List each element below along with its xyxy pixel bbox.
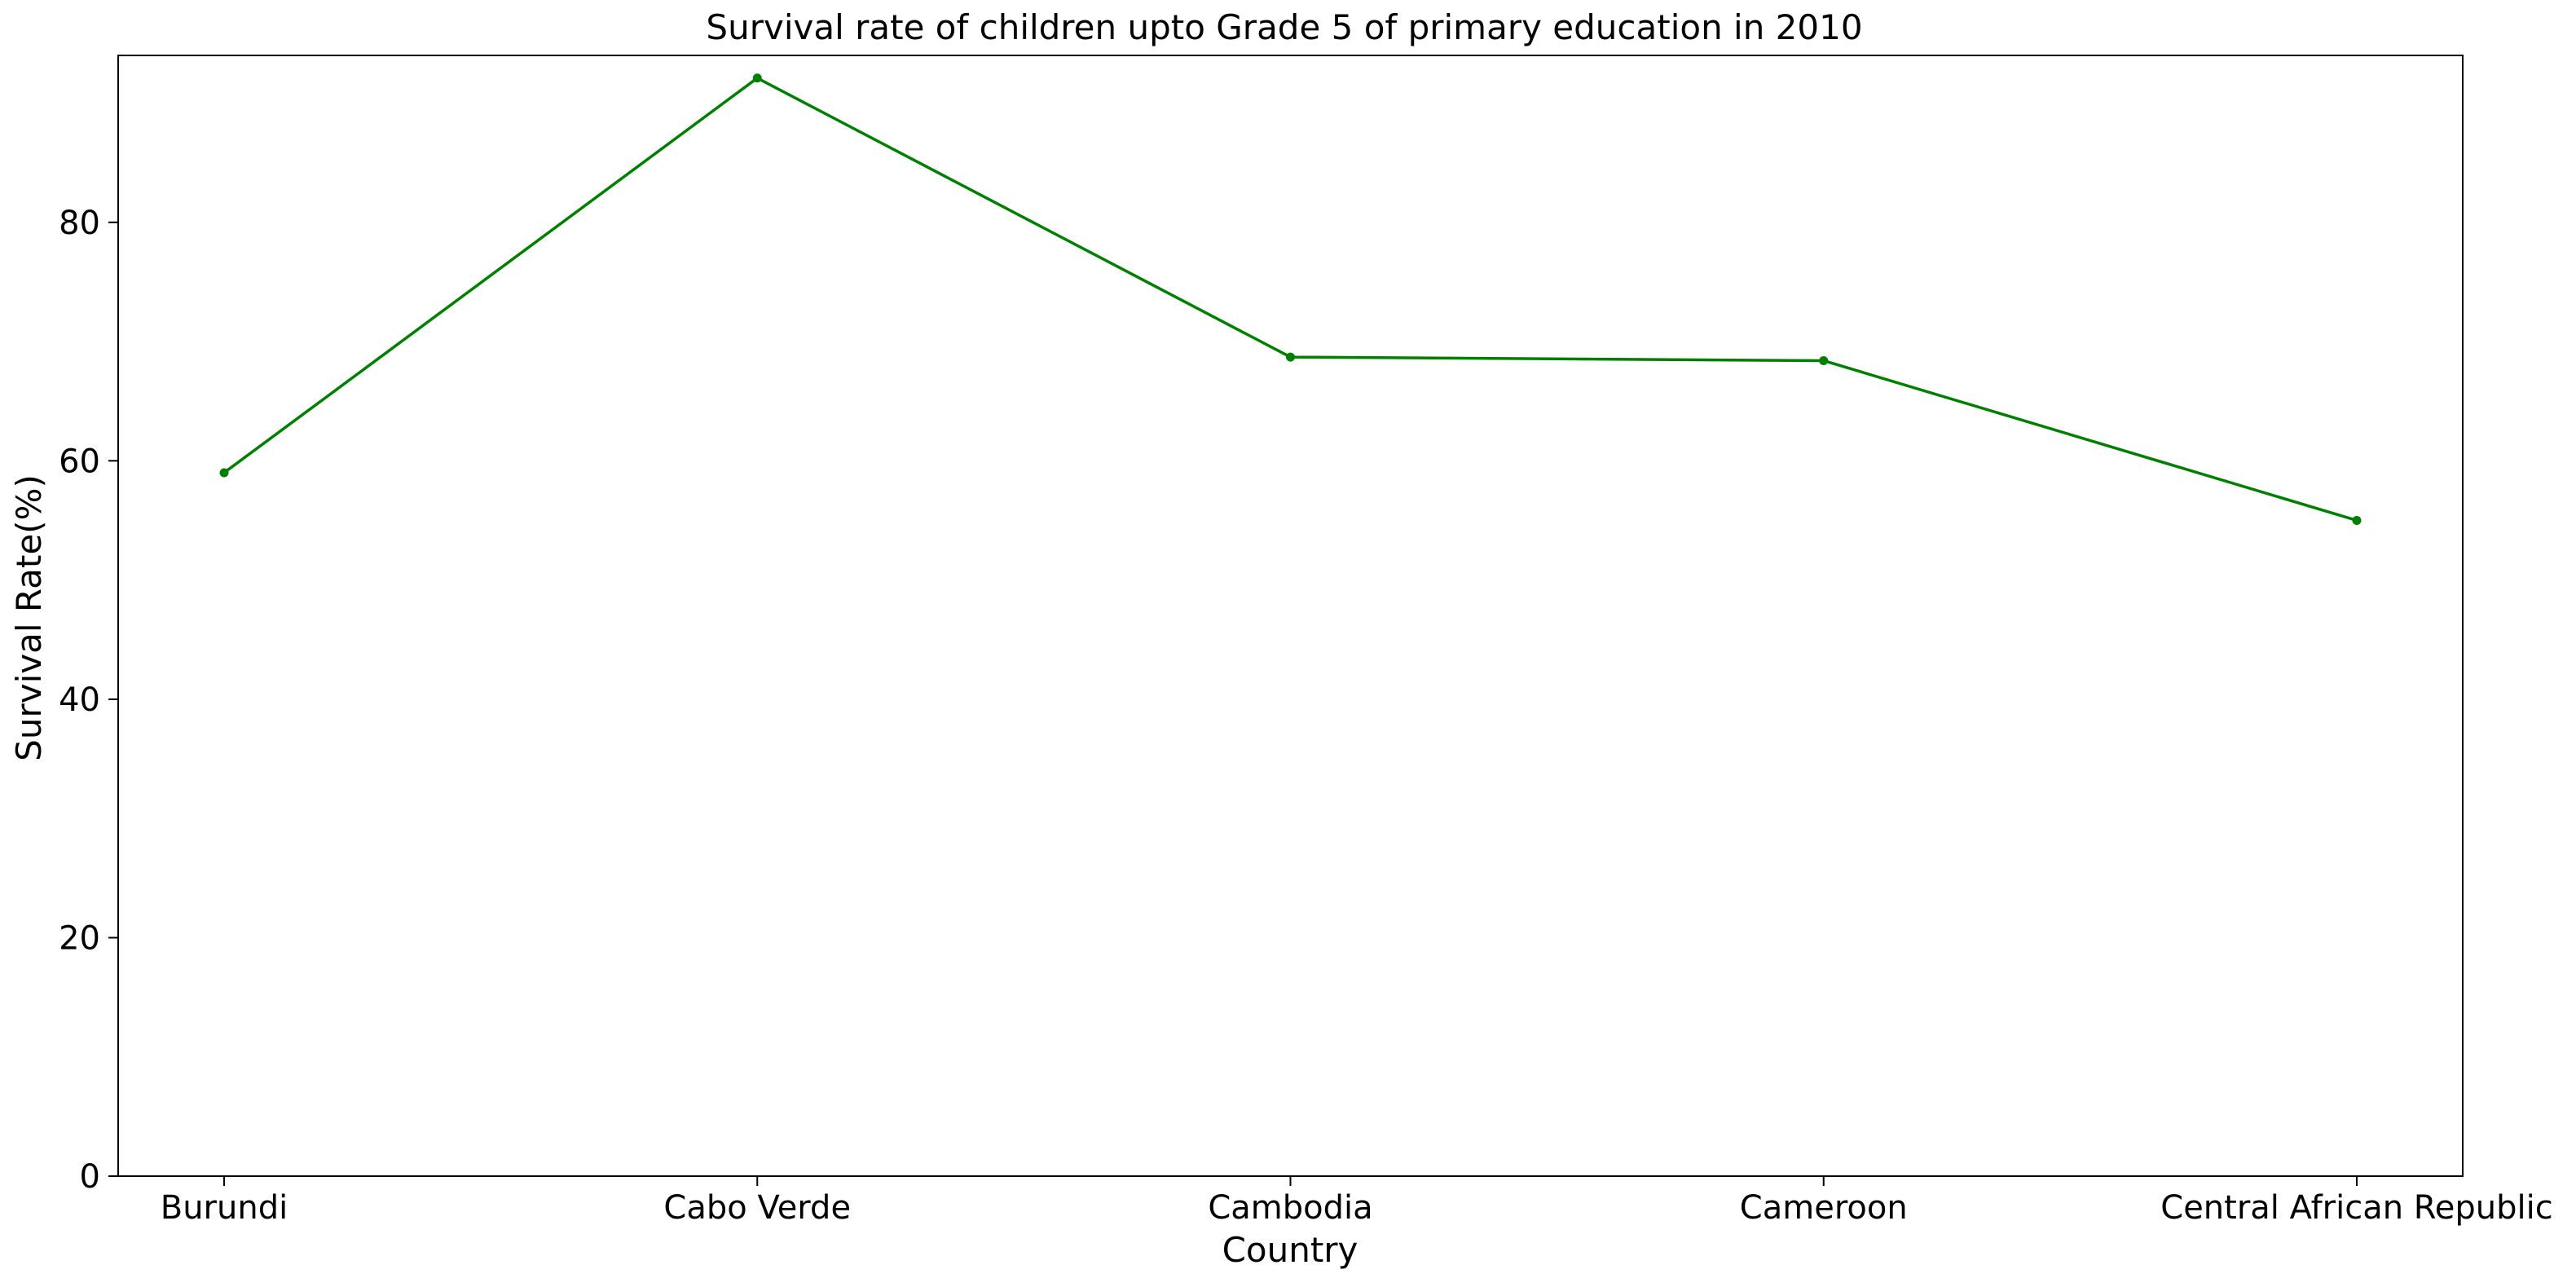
chart-title: Survival rate of children upto Grade 5 o… — [706, 7, 1862, 47]
x-tick-label: Cabo Verde — [663, 1189, 851, 1227]
y-tick-label: 80 — [59, 205, 100, 242]
x-tick-label: Cameroon — [1740, 1189, 1908, 1227]
y-tick-label: 60 — [59, 443, 100, 480]
y-tick-label: 0 — [80, 1158, 100, 1196]
data-point — [219, 468, 229, 478]
y-tick-label: 40 — [59, 681, 100, 719]
y-axis-label: Survival Rate(%) — [9, 474, 49, 761]
x-axis-label: Country — [1222, 1230, 1358, 1270]
x-tick-label: Central African Republic — [2160, 1189, 2552, 1227]
x-tick-label: Cambodia — [1208, 1189, 1372, 1227]
x-tick-label: Burundi — [161, 1189, 288, 1227]
data-point — [752, 73, 762, 83]
data-point — [1286, 352, 1295, 362]
y-tick-label: 20 — [59, 919, 100, 957]
data-point — [2352, 515, 2362, 525]
data-point — [1819, 355, 1829, 365]
plot-area: 0 20 40 60 80 Burundi Cabo Verde Cambodia Camero… — [59, 55, 2553, 1227]
